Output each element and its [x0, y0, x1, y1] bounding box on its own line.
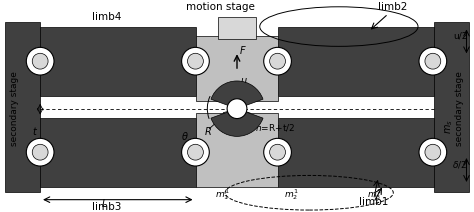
- Text: $h$=R+t/2: $h$=R+t/2: [255, 122, 295, 133]
- Text: $m_2^1$: $m_2^1$: [284, 187, 299, 202]
- Bar: [196, 36, 278, 101]
- Circle shape: [264, 47, 292, 75]
- Text: motion stage: motion stage: [185, 2, 255, 12]
- Text: u/2: u/2: [454, 31, 468, 40]
- Text: $\theta$: $\theta$: [181, 130, 188, 142]
- Circle shape: [227, 99, 247, 119]
- Bar: [218, 17, 256, 39]
- Text: t: t: [32, 127, 36, 137]
- Text: $m_1^1$: $m_1^1$: [215, 187, 230, 202]
- Text: $m_M$: $m_M$: [242, 89, 258, 99]
- Circle shape: [419, 138, 447, 166]
- Circle shape: [32, 144, 48, 160]
- Text: limb4: limb4: [91, 12, 121, 22]
- Bar: [278, 118, 434, 187]
- Circle shape: [264, 138, 292, 166]
- Text: L: L: [101, 199, 107, 209]
- Text: $\delta$/2: $\delta$/2: [452, 159, 466, 170]
- Text: secondary stage: secondary stage: [10, 71, 19, 146]
- Text: limb3: limb3: [91, 202, 121, 212]
- Text: $m_s$: $m_s$: [443, 119, 455, 134]
- Circle shape: [27, 138, 54, 166]
- Bar: [196, 113, 278, 187]
- Text: $m_3^1$: $m_3^1$: [366, 187, 381, 202]
- Circle shape: [270, 144, 285, 160]
- Circle shape: [425, 144, 441, 160]
- Circle shape: [188, 144, 203, 160]
- Circle shape: [32, 53, 48, 69]
- Wedge shape: [211, 109, 263, 136]
- Bar: [40, 26, 196, 96]
- Circle shape: [182, 47, 210, 75]
- Text: R: R: [204, 127, 211, 137]
- Bar: [434, 22, 469, 192]
- Text: secondary stage: secondary stage: [455, 71, 464, 146]
- Text: u: u: [240, 76, 246, 86]
- Bar: [40, 118, 196, 187]
- Text: limb1: limb1: [359, 197, 388, 207]
- Circle shape: [188, 53, 203, 69]
- Bar: [278, 26, 434, 96]
- Circle shape: [419, 47, 447, 75]
- Circle shape: [27, 47, 54, 75]
- Circle shape: [182, 138, 210, 166]
- Wedge shape: [211, 81, 263, 109]
- Text: F: F: [240, 46, 246, 56]
- Bar: [5, 22, 40, 192]
- Text: limb2: limb2: [378, 2, 408, 12]
- Circle shape: [425, 53, 441, 69]
- Circle shape: [270, 53, 285, 69]
